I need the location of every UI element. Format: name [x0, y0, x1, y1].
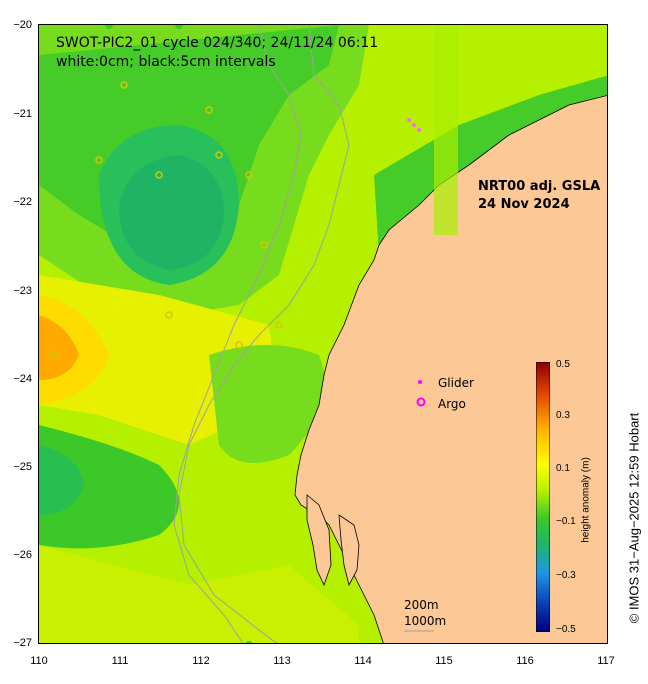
- product-date: 24 Nov 2024: [478, 197, 570, 212]
- glider-markers: [407, 118, 421, 132]
- colorbar-tick: 0.3: [556, 410, 570, 421]
- y-tick: −22: [13, 196, 32, 208]
- sla-low-region-core: [39, 445, 84, 515]
- colorbar-tick: 0.1: [556, 463, 570, 474]
- colorbar-tick: −0.3: [556, 570, 576, 581]
- map-area[interactable]: [38, 24, 608, 644]
- map-title: SWOT-PIC2_01 cycle 024/340; 24/11/24 06:…: [56, 34, 378, 72]
- colorbar: [536, 362, 550, 632]
- legend-glider: Glider: [416, 372, 474, 393]
- y-tick: −27: [13, 637, 32, 649]
- scale-line: [404, 630, 434, 632]
- glider-dot-icon: [416, 376, 438, 390]
- peninsula: [306, 494, 332, 587]
- y-tick: −25: [13, 461, 32, 473]
- legend: Glider Argo: [416, 372, 474, 414]
- sla-low-region-south: [39, 425, 179, 549]
- y-tick: −20: [13, 19, 32, 31]
- swot-swath: [434, 25, 458, 235]
- depth-contour-200m: [178, 25, 350, 643]
- x-tick: 110: [30, 655, 48, 667]
- legend-argo: Argo: [416, 393, 474, 414]
- x-tick: 115: [435, 655, 453, 667]
- argo-markers: [50, 81, 283, 359]
- x-tick: 112: [192, 655, 210, 667]
- scale-label-1000m: 1000m: [404, 614, 447, 628]
- y-tick: −26: [13, 549, 32, 561]
- x-tick: 111: [111, 655, 129, 667]
- peninsula: [338, 514, 360, 587]
- title-line-1: SWOT-PIC2_01 cycle 024/340; 24/11/24 06:…: [56, 35, 379, 51]
- x-tick: 113: [273, 655, 291, 667]
- credit-text: © IMOS 31−Aug−2025 12:59 Hobart: [626, 412, 642, 624]
- y-tick: −23: [13, 285, 32, 297]
- x-tick: 114: [354, 655, 372, 667]
- sla-bottom-region: [39, 545, 359, 643]
- depth-contour-1000m: [173, 25, 302, 643]
- title-line-2: white:0cm; black:5cm intervals: [56, 54, 276, 70]
- colorbar-title: height anomaly (m): [580, 457, 592, 543]
- argo-circle-icon: [416, 396, 438, 411]
- y-tick: −24: [13, 373, 32, 385]
- sla-map: [39, 25, 607, 643]
- legend-glider-label: Glider: [438, 375, 474, 390]
- sla-center-lens: [209, 345, 325, 463]
- colorbar-tick: −0.1: [556, 516, 576, 527]
- colorbar-tick: −0.5: [556, 624, 576, 635]
- sla-highest-region: [39, 315, 79, 380]
- legend-argo-label: Argo: [438, 396, 466, 411]
- sla-eddy-inner: [119, 155, 224, 270]
- y-tick: −21: [13, 108, 32, 120]
- colorbar-tick: 0.5: [556, 359, 570, 370]
- scale-label-200m: 200m: [404, 598, 439, 612]
- x-tick: 116: [516, 655, 534, 667]
- edge-markers: [105, 25, 253, 643]
- product-name: NRT00 adj. GSLA: [478, 179, 601, 194]
- x-tick: 117: [597, 655, 615, 667]
- product-label: NRT00 adj. GSLA 24 Nov 2024: [478, 178, 600, 214]
